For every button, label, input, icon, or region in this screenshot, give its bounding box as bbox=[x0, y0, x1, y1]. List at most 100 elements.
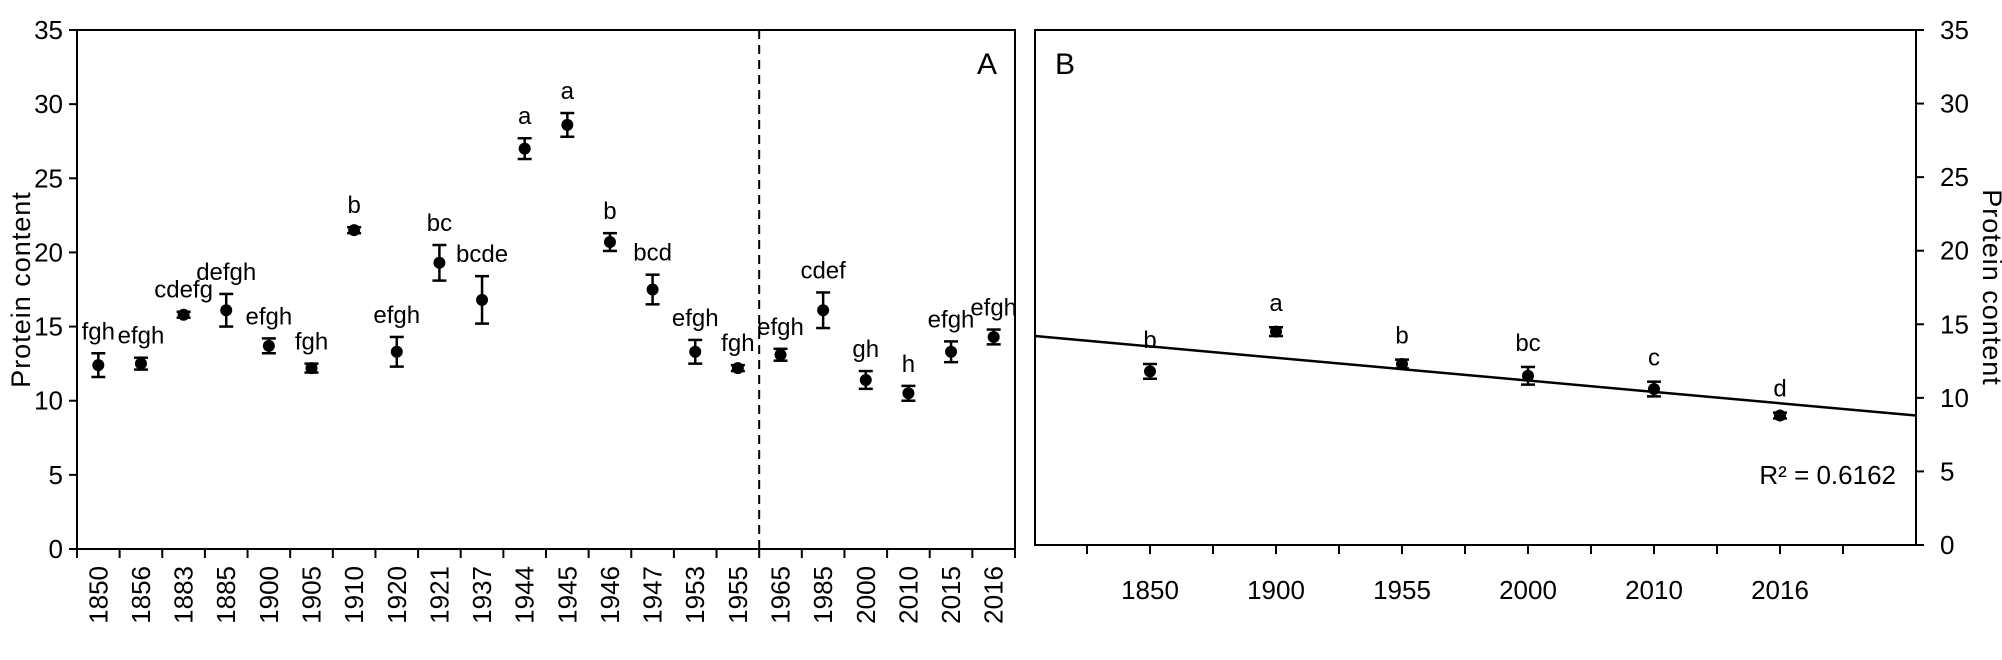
y-tick-label: 20 bbox=[34, 237, 63, 267]
y-axis-title: Protein content bbox=[1977, 189, 2002, 386]
data-point bbox=[774, 348, 787, 361]
data-point bbox=[1522, 369, 1534, 382]
y-tick-label: 5 bbox=[1940, 456, 1954, 486]
significance-label: defgh bbox=[196, 259, 256, 286]
significance-label: h bbox=[902, 351, 915, 378]
significance-label: a bbox=[1269, 290, 1283, 317]
significance-label: b bbox=[347, 192, 360, 219]
panel-label: B bbox=[1055, 48, 1075, 81]
data-point bbox=[1648, 383, 1660, 396]
x-tick-label: 1900 bbox=[1247, 575, 1305, 605]
significance-label: b bbox=[603, 198, 616, 225]
data-point bbox=[646, 283, 659, 296]
significance-label: cdefg bbox=[154, 277, 213, 304]
y-tick-label: 0 bbox=[49, 534, 63, 564]
data-point bbox=[177, 308, 190, 321]
x-tick-label: 1955 bbox=[723, 566, 753, 624]
x-tick-label: 2016 bbox=[979, 566, 1009, 624]
data-point bbox=[433, 256, 446, 269]
x-tick-label: 1921 bbox=[424, 566, 454, 624]
significance-label: b bbox=[1395, 323, 1408, 350]
significance-label: efgh bbox=[757, 314, 804, 341]
r-squared-label: R² = 0.6162 bbox=[1759, 460, 1896, 490]
significance-label: d bbox=[1773, 376, 1786, 403]
x-tick-label: 2000 bbox=[1499, 575, 1557, 605]
data-point bbox=[305, 362, 318, 375]
y-tick-label: 35 bbox=[1940, 15, 1969, 45]
y-tick-label: 25 bbox=[1940, 162, 1969, 192]
data-point bbox=[134, 357, 147, 370]
data-point bbox=[92, 359, 105, 372]
panel-a-frame bbox=[76, 29, 1016, 550]
significance-label: bcde bbox=[456, 241, 508, 268]
y-tick-label: 10 bbox=[34, 386, 63, 416]
x-tick-label: 1850 bbox=[83, 566, 113, 624]
data-point bbox=[603, 236, 616, 249]
y-axis-title: Protein content bbox=[6, 191, 36, 388]
significance-label: fgh bbox=[295, 329, 328, 356]
significance-label: bc bbox=[427, 210, 452, 237]
x-tick-label: 1955 bbox=[1373, 575, 1431, 605]
x-tick-label: 1850 bbox=[1121, 575, 1179, 605]
significance-label: c bbox=[1648, 345, 1660, 372]
significance-label: efgh bbox=[928, 306, 975, 333]
data-point bbox=[987, 330, 1000, 343]
x-tick-label: 2016 bbox=[1751, 575, 1809, 605]
x-tick-label: 1856 bbox=[126, 566, 156, 624]
data-point bbox=[1774, 409, 1786, 422]
x-tick-label: 1883 bbox=[169, 566, 199, 624]
significance-label: a bbox=[518, 103, 532, 130]
x-tick-label: 1937 bbox=[467, 566, 497, 624]
x-tick-label: 2015 bbox=[936, 566, 966, 624]
trend-line bbox=[1034, 334, 1917, 417]
x-tick-label: 1945 bbox=[552, 566, 582, 624]
panel-b-frame bbox=[1034, 29, 1917, 546]
panel-b-chart: 0 5 10 15 20 25 30 35 b 1850 a 1900 b 1955 bc 2000 c 2010… bbox=[1034, 15, 2002, 605]
x-tick-label: 1953 bbox=[680, 566, 710, 624]
significance-label: fgh bbox=[721, 330, 754, 357]
y-tick-label: 10 bbox=[1940, 383, 1969, 413]
data-point bbox=[902, 387, 915, 400]
significance-label: gh bbox=[852, 336, 879, 363]
significance-label: efgh bbox=[246, 303, 293, 330]
x-tick-label: 1885 bbox=[211, 566, 241, 624]
data-point bbox=[476, 293, 489, 306]
y-tick-label: 5 bbox=[49, 460, 63, 490]
significance-label: bcd bbox=[633, 240, 672, 267]
y-tick-label: 25 bbox=[34, 163, 63, 193]
significance-label: efgh bbox=[373, 302, 420, 329]
x-tick-label: 2010 bbox=[893, 566, 923, 624]
y-tick-label: 30 bbox=[34, 89, 63, 119]
panel-a-chart: 0 5 10 15 20 25 30 35 1850 1856 1883 1885 1900 1905 19… bbox=[6, 15, 1017, 624]
significance-label: efgh bbox=[118, 323, 165, 350]
y-tick-label: 15 bbox=[34, 312, 63, 342]
data-point bbox=[859, 373, 872, 386]
significance-label: bc bbox=[1515, 330, 1540, 357]
data-point bbox=[689, 345, 702, 358]
data-point bbox=[945, 345, 958, 358]
x-tick-label: 1947 bbox=[638, 566, 668, 624]
significance-label: cdef bbox=[800, 257, 846, 284]
data-point bbox=[731, 362, 744, 375]
x-tick-label: 1910 bbox=[339, 566, 369, 624]
data-point bbox=[817, 304, 830, 317]
data-point bbox=[390, 345, 403, 358]
x-tick-label: 1900 bbox=[254, 566, 284, 624]
x-tick-label: 1965 bbox=[766, 566, 796, 624]
x-tick-label: 2000 bbox=[851, 566, 881, 624]
significance-label: b bbox=[1143, 327, 1156, 354]
data-point bbox=[518, 142, 531, 155]
significance-label: a bbox=[561, 78, 575, 105]
data-point bbox=[1270, 325, 1282, 338]
significance-label: fgh bbox=[82, 318, 115, 345]
x-tick-label: 1946 bbox=[595, 566, 625, 624]
data-point bbox=[1144, 365, 1156, 378]
y-tick-label: 30 bbox=[1940, 89, 1969, 119]
data-point bbox=[1396, 358, 1408, 371]
x-tick-label: 1920 bbox=[382, 566, 412, 624]
y-tick-label: 20 bbox=[1940, 236, 1969, 266]
data-point bbox=[561, 118, 574, 131]
data-point bbox=[348, 224, 361, 237]
y-tick-label: 15 bbox=[1940, 309, 1969, 339]
